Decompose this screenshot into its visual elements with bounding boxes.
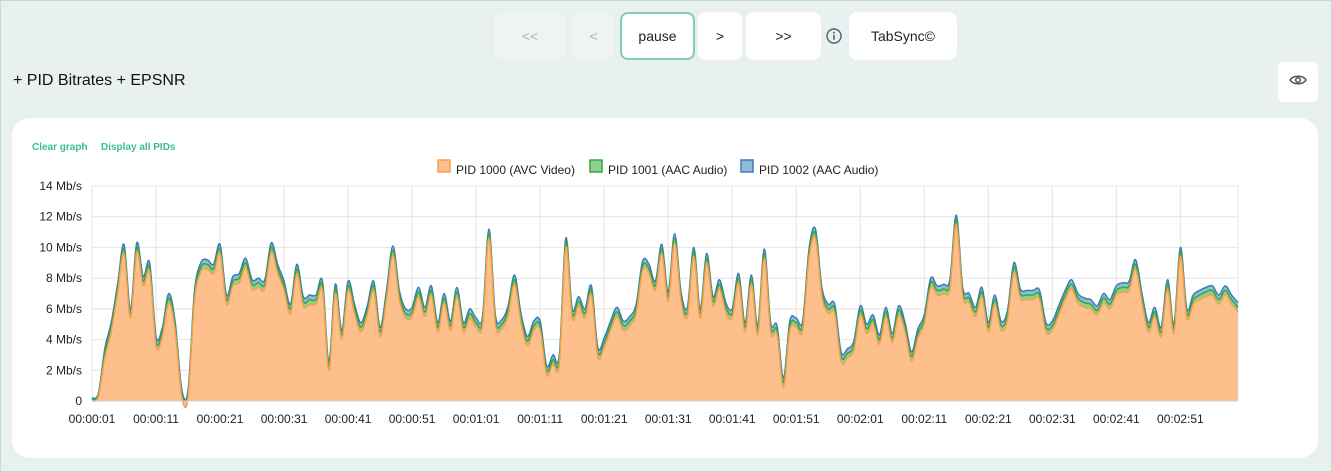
x-tick-label: 00:01:31 xyxy=(645,412,692,426)
x-tick-label: 00:01:11 xyxy=(517,412,563,426)
y-tick-label: 8 Mb/s xyxy=(46,271,82,285)
clear-graph-link[interactable]: Clear graph xyxy=(32,142,88,153)
x-tick-label: 00:02:31 xyxy=(1029,412,1076,426)
legend-label: PID 1001 (AAC Audio) xyxy=(608,163,727,177)
x-tick-label: 00:02:21 xyxy=(965,412,1012,426)
x-tick-label: 00:01:41 xyxy=(709,412,756,426)
x-tick-label: 00:00:31 xyxy=(261,412,308,426)
info-icon[interactable] xyxy=(826,28,842,44)
eye-icon xyxy=(1289,73,1307,91)
line-pid-1001-aac-audio xyxy=(91,219,1239,406)
legend-swatch xyxy=(589,159,603,173)
line-pid-1000-avc-video xyxy=(91,223,1239,409)
section-title: + PID Bitrates + EPSNR xyxy=(13,72,186,89)
tabsync-button[interactable]: TabSync© xyxy=(849,12,957,60)
playback-toolbar: << < pause > >> TabSync© xyxy=(0,12,1332,62)
y-tick-label: 14 Mb/s xyxy=(39,179,82,193)
y-tick-label: 10 Mb/s xyxy=(39,240,82,254)
x-tick-label: 00:02:11 xyxy=(901,412,947,426)
visibility-toggle-button[interactable] xyxy=(1278,62,1318,102)
x-tick-label: 00:00:11 xyxy=(133,412,179,426)
x-tick-label: 00:01:51 xyxy=(773,412,820,426)
x-tick-label: 00:01:01 xyxy=(453,412,500,426)
x-tick-label: 00:02:41 xyxy=(1093,412,1140,426)
area-pid-1000-avc-video xyxy=(92,224,1238,408)
x-tick-label: 00:00:41 xyxy=(325,412,372,426)
y-tick-label: 0 xyxy=(75,394,82,408)
x-tick-label: 00:00:51 xyxy=(389,412,436,426)
next-button[interactable]: > xyxy=(698,12,742,60)
legend-label: PID 1000 (AVC Video) xyxy=(456,163,575,177)
x-tick-label: 00:02:01 xyxy=(837,412,884,426)
legend-label: PID 1002 (AAC Audio) xyxy=(759,163,878,177)
x-tick-label: 00:02:51 xyxy=(1157,412,1204,426)
y-tick-label: 2 Mb/s xyxy=(46,363,82,377)
y-tick-label: 4 Mb/s xyxy=(46,333,82,347)
legend-swatch xyxy=(437,159,451,173)
x-tick-label: 00:00:21 xyxy=(197,412,244,426)
y-tick-label: 6 Mb/s xyxy=(46,302,82,316)
x-tick-label: 00:00:01 xyxy=(69,412,116,426)
x-tick-label: 00:01:21 xyxy=(581,412,628,426)
line-pid-1002-aac-audio xyxy=(91,214,1239,401)
first-button[interactable]: << xyxy=(493,12,567,60)
y-tick-label: 12 Mb/s xyxy=(39,210,82,224)
last-button[interactable]: >> xyxy=(746,12,821,60)
display-all-pids-link[interactable]: Display all PIDs xyxy=(101,142,176,153)
legend-swatch xyxy=(740,159,754,173)
prev-button[interactable]: < xyxy=(571,12,616,60)
pause-button[interactable]: pause xyxy=(620,12,695,60)
